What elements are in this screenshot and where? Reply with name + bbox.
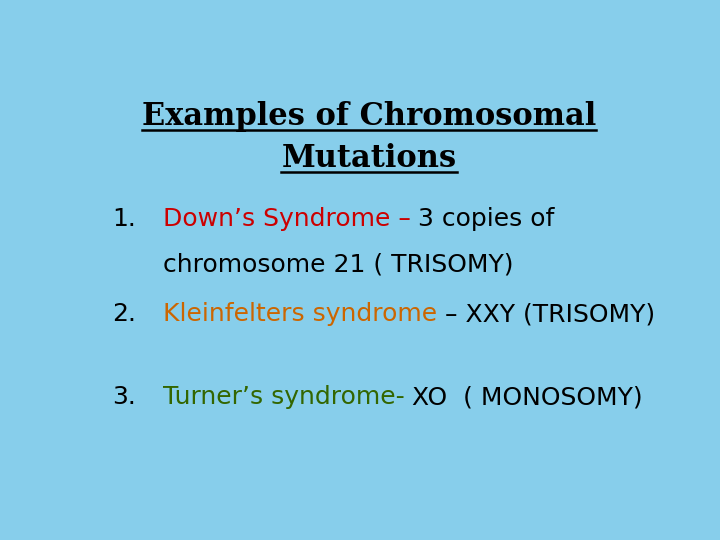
Text: XO  ( MONOSOMY): XO ( MONOSOMY)	[405, 386, 643, 409]
Text: Down’s Syndrome –: Down’s Syndrome –	[163, 207, 410, 231]
Text: 2.: 2.	[112, 302, 136, 326]
Text: Turner’s syndrome-: Turner’s syndrome-	[163, 386, 405, 409]
Text: Examples of Chromosomal: Examples of Chromosomal	[142, 102, 596, 132]
Text: Mutations: Mutations	[282, 143, 456, 174]
Text: – XXY (TRISOMY): – XXY (TRISOMY)	[436, 302, 654, 326]
Text: chromosome 21 ( TRISOMY): chromosome 21 ( TRISOMY)	[163, 252, 513, 276]
Text: 3.: 3.	[112, 386, 136, 409]
Text: Kleinfelters syndrome: Kleinfelters syndrome	[163, 302, 436, 326]
Text: 1.: 1.	[112, 207, 136, 231]
Text: 3 copies of: 3 copies of	[410, 207, 555, 231]
